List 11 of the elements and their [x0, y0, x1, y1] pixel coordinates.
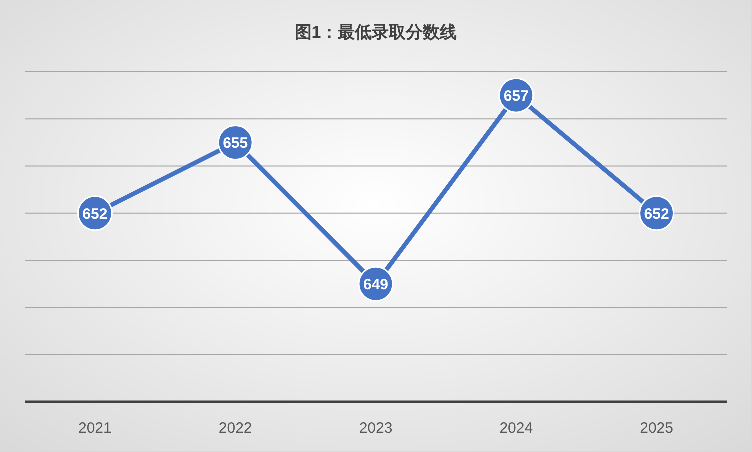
x-tick-label: 2021	[78, 420, 112, 437]
x-tick-label: 2024	[500, 420, 534, 437]
data-label: 655	[223, 135, 248, 152]
data-label: 652	[82, 206, 108, 223]
data-label: 657	[504, 88, 529, 106]
x-tick-label: 2025	[640, 420, 674, 437]
x-tick-label: 2022	[218, 420, 252, 437]
x-tick-label: 2023	[359, 420, 393, 437]
data-label: 649	[363, 276, 389, 294]
chart-title: 图1：最低录取分数线	[294, 23, 458, 42]
data-label: 652	[644, 206, 670, 223]
